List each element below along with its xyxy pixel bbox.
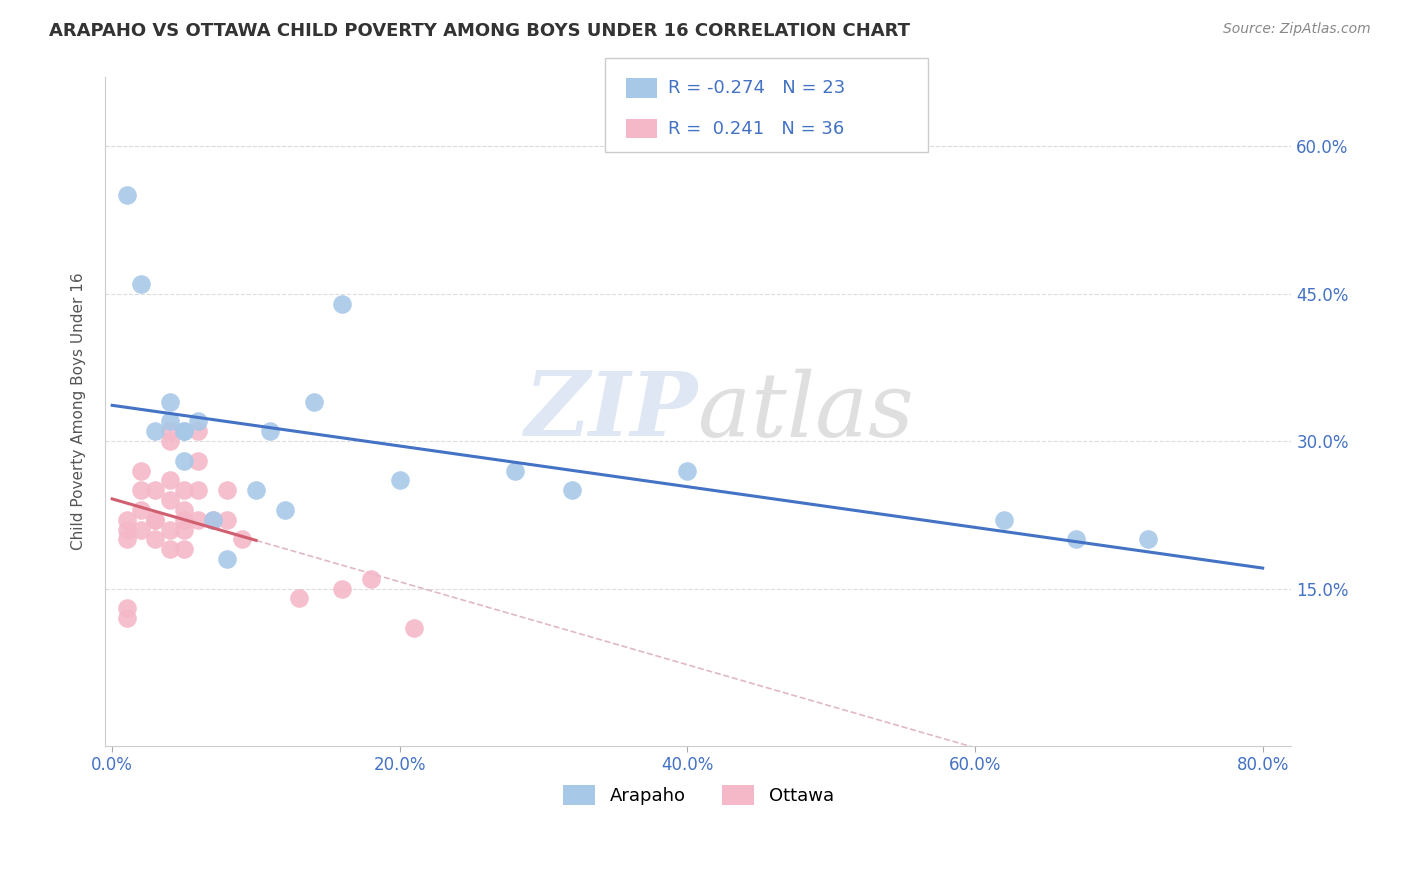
Point <box>201 513 224 527</box>
Point <box>302 394 325 409</box>
Point <box>503 464 526 478</box>
Point <box>173 503 195 517</box>
Point <box>129 523 152 537</box>
Point <box>404 621 426 635</box>
Point <box>173 513 195 527</box>
Point <box>187 415 209 429</box>
Point <box>159 425 181 439</box>
Y-axis label: Child Poverty Among Boys Under 16: Child Poverty Among Boys Under 16 <box>72 273 86 550</box>
Point <box>159 493 181 508</box>
Point <box>173 425 195 439</box>
Point <box>245 483 267 498</box>
Point <box>187 483 209 498</box>
Text: Source: ZipAtlas.com: Source: ZipAtlas.com <box>1223 22 1371 37</box>
Point <box>330 296 353 310</box>
Point <box>143 483 166 498</box>
Point <box>187 454 209 468</box>
Point <box>159 394 181 409</box>
Point <box>159 434 181 449</box>
Point <box>217 483 239 498</box>
Point <box>231 533 253 547</box>
Point <box>173 454 195 468</box>
Point <box>274 503 297 517</box>
Text: R =  0.241   N = 36: R = 0.241 N = 36 <box>668 120 844 137</box>
Point <box>115 188 138 202</box>
Point <box>676 464 699 478</box>
Point <box>993 513 1015 527</box>
Point <box>159 474 181 488</box>
Point <box>173 425 195 439</box>
Text: ZIP: ZIP <box>524 368 699 455</box>
Point <box>115 523 138 537</box>
Point <box>143 425 166 439</box>
Point <box>173 483 195 498</box>
Point <box>1064 533 1087 547</box>
Point <box>187 513 209 527</box>
Point <box>330 582 353 596</box>
Point <box>388 474 411 488</box>
Point <box>288 591 311 606</box>
Point <box>259 425 281 439</box>
Point <box>217 513 239 527</box>
Point <box>159 523 181 537</box>
Point <box>143 513 166 527</box>
Point <box>129 503 152 517</box>
Point <box>115 611 138 625</box>
Legend: Arapaho, Ottawa: Arapaho, Ottawa <box>555 778 841 813</box>
Text: atlas: atlas <box>699 368 914 455</box>
Point <box>173 542 195 557</box>
Point <box>1136 533 1159 547</box>
Text: ARAPAHO VS OTTAWA CHILD POVERTY AMONG BOYS UNDER 16 CORRELATION CHART: ARAPAHO VS OTTAWA CHILD POVERTY AMONG BO… <box>49 22 910 40</box>
Point <box>201 513 224 527</box>
Point <box>360 572 382 586</box>
Point <box>143 513 166 527</box>
Point <box>173 523 195 537</box>
Point <box>143 533 166 547</box>
Point <box>159 415 181 429</box>
Point <box>115 533 138 547</box>
Point <box>561 483 583 498</box>
Point <box>129 277 152 291</box>
Point <box>115 601 138 615</box>
Point <box>129 483 152 498</box>
Point <box>187 425 209 439</box>
Point <box>159 542 181 557</box>
Point <box>115 513 138 527</box>
Point <box>217 552 239 566</box>
Text: R = -0.274   N = 23: R = -0.274 N = 23 <box>668 78 845 97</box>
Point <box>129 464 152 478</box>
